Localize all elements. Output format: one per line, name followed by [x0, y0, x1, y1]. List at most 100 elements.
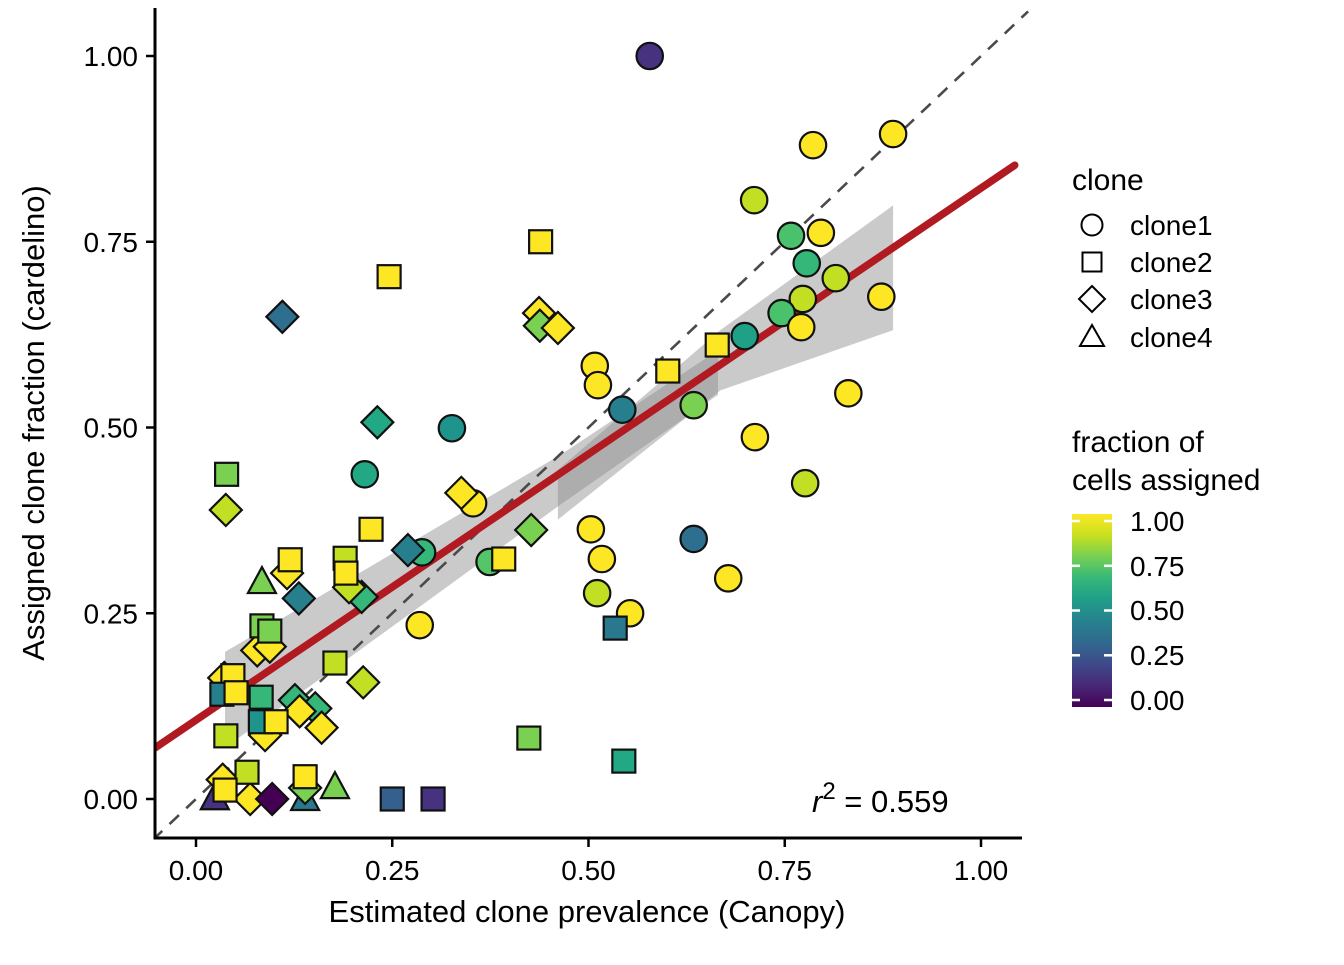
diamond-data-point: [208, 492, 244, 528]
x-tick-label: 0.00: [169, 855, 224, 886]
diamond-data-point: [443, 475, 479, 511]
y-tick-label: 0.00: [84, 784, 139, 815]
circle-data-point: [576, 514, 606, 544]
circle-data-point: [582, 578, 612, 608]
circle-data-point: [607, 395, 637, 424]
square-data-point: [516, 725, 542, 751]
y-axis-title: Assigned clone fraction (cardelino): [16, 185, 51, 661]
colorbar-label-050: 0.50: [1130, 595, 1185, 626]
square-data-point: [655, 358, 681, 384]
circle-data-point: [834, 379, 863, 408]
circle-data-point: [821, 263, 851, 293]
y-tick-label: 0.25: [84, 598, 139, 629]
square-data-point: [528, 229, 554, 255]
square-data-point: [223, 680, 249, 706]
regression-fit-line: [155, 161, 1019, 752]
circle-data-point: [786, 312, 816, 342]
circle-data-point: [679, 390, 708, 420]
color-legend-title-line1: fraction of: [1072, 426, 1204, 459]
circle-data-point: [635, 41, 665, 71]
diamond-data-point: [359, 404, 395, 440]
circle-data-point: [730, 321, 760, 351]
r-squared-annotation: r2 = 0.559: [812, 778, 949, 819]
color-legend: fraction of cells assigned 1.00 0.75 0.5…: [1072, 426, 1260, 716]
square-data-point: [358, 516, 384, 542]
circle-data-point: [587, 544, 617, 574]
x-tick-label: 0.50: [561, 855, 616, 886]
circle-data-point: [806, 218, 836, 248]
identity-line: [155, 10, 1029, 838]
x-axis-ticks: 0.00 0.25 0.50 0.75 1.00: [169, 838, 1009, 886]
circle-data-point: [740, 422, 770, 452]
triangle-data-point: [319, 769, 351, 800]
circle-data-point: [437, 413, 467, 443]
square-data-point: [491, 546, 517, 572]
x-tick-label: 1.00: [954, 855, 1009, 886]
triangle-data-point: [246, 564, 278, 595]
x-axis-title: Estimated clone prevalence (Canopy): [329, 894, 846, 929]
circle-data-point: [405, 610, 435, 640]
square-data-point: [257, 618, 283, 644]
square-legend-icon: [1081, 251, 1103, 273]
diamond-data-point: [345, 664, 381, 700]
diamond-data-point: [540, 310, 576, 346]
x-tick-label: 0.25: [365, 855, 420, 886]
circle-data-point: [583, 370, 613, 400]
colorbar-label-100: 1.00: [1130, 506, 1185, 537]
circle-data-point: [792, 248, 822, 278]
circle-data-point: [350, 460, 380, 489]
square-data-point: [214, 461, 240, 487]
colorbar-label-075: 0.75: [1130, 551, 1185, 582]
square-data-point: [333, 560, 359, 586]
circle-data-point: [790, 468, 820, 498]
diamond-legend-icon: [1077, 284, 1107, 314]
circle-data-point: [739, 185, 769, 215]
legend-item-clone1: clone1: [1130, 210, 1213, 241]
circle-data-point: [788, 284, 818, 314]
diamond-data-point: [513, 512, 549, 548]
diamond-data-point: [281, 580, 317, 616]
square-data-point: [277, 547, 303, 573]
square-data-point: [234, 759, 260, 785]
circle-data-point: [776, 221, 806, 251]
x-tick-label: 0.75: [758, 855, 813, 886]
circle-data-point: [767, 298, 796, 328]
legend-item-clone2: clone2: [1130, 247, 1213, 278]
regression-line: [155, 161, 1019, 752]
colorbar-label-025: 0.25: [1130, 640, 1185, 671]
shape-legend: clone clone1 clone2 clone3 clone4: [1072, 164, 1213, 353]
shape-legend-title: clone: [1072, 164, 1144, 197]
square-data-point: [420, 786, 446, 812]
diamond-data-point: [390, 532, 426, 568]
y-tick-label: 1.00: [84, 41, 139, 72]
square-data-point: [376, 264, 402, 290]
square-data-point: [248, 684, 274, 710]
color-legend-title-line2: cells assigned: [1072, 464, 1260, 497]
circle-data-point: [713, 564, 743, 593]
y-tick-label: 0.75: [84, 227, 139, 258]
square-data-point: [611, 748, 637, 774]
diamond-data-point: [304, 710, 340, 746]
square-data-point: [292, 764, 318, 790]
square-data-point: [379, 786, 405, 812]
square-data-point: [263, 709, 289, 735]
square-data-point: [212, 777, 238, 803]
identity-dashed-line: [155, 10, 1029, 838]
colorbar-tick-marks: [1072, 519, 1112, 702]
square-data-point: [213, 723, 239, 749]
circle-data-point: [679, 524, 708, 554]
y-tick-label: 0.50: [84, 413, 139, 444]
legend-item-clone4: clone4: [1130, 322, 1213, 353]
circle-data-point: [798, 130, 828, 160]
triangle-legend-icon: [1078, 322, 1106, 347]
y-axis-ticks: 0.00 0.25 0.50 0.75 1.00: [84, 41, 155, 815]
circle-legend-icon: [1080, 213, 1104, 237]
square-data-point: [322, 650, 348, 676]
circle-data-point: [878, 119, 908, 149]
colorbar-label-000: 0.00: [1130, 685, 1185, 716]
circle-data-point: [867, 282, 896, 312]
diamond-data-point: [282, 693, 318, 729]
square-data-point: [704, 332, 730, 358]
